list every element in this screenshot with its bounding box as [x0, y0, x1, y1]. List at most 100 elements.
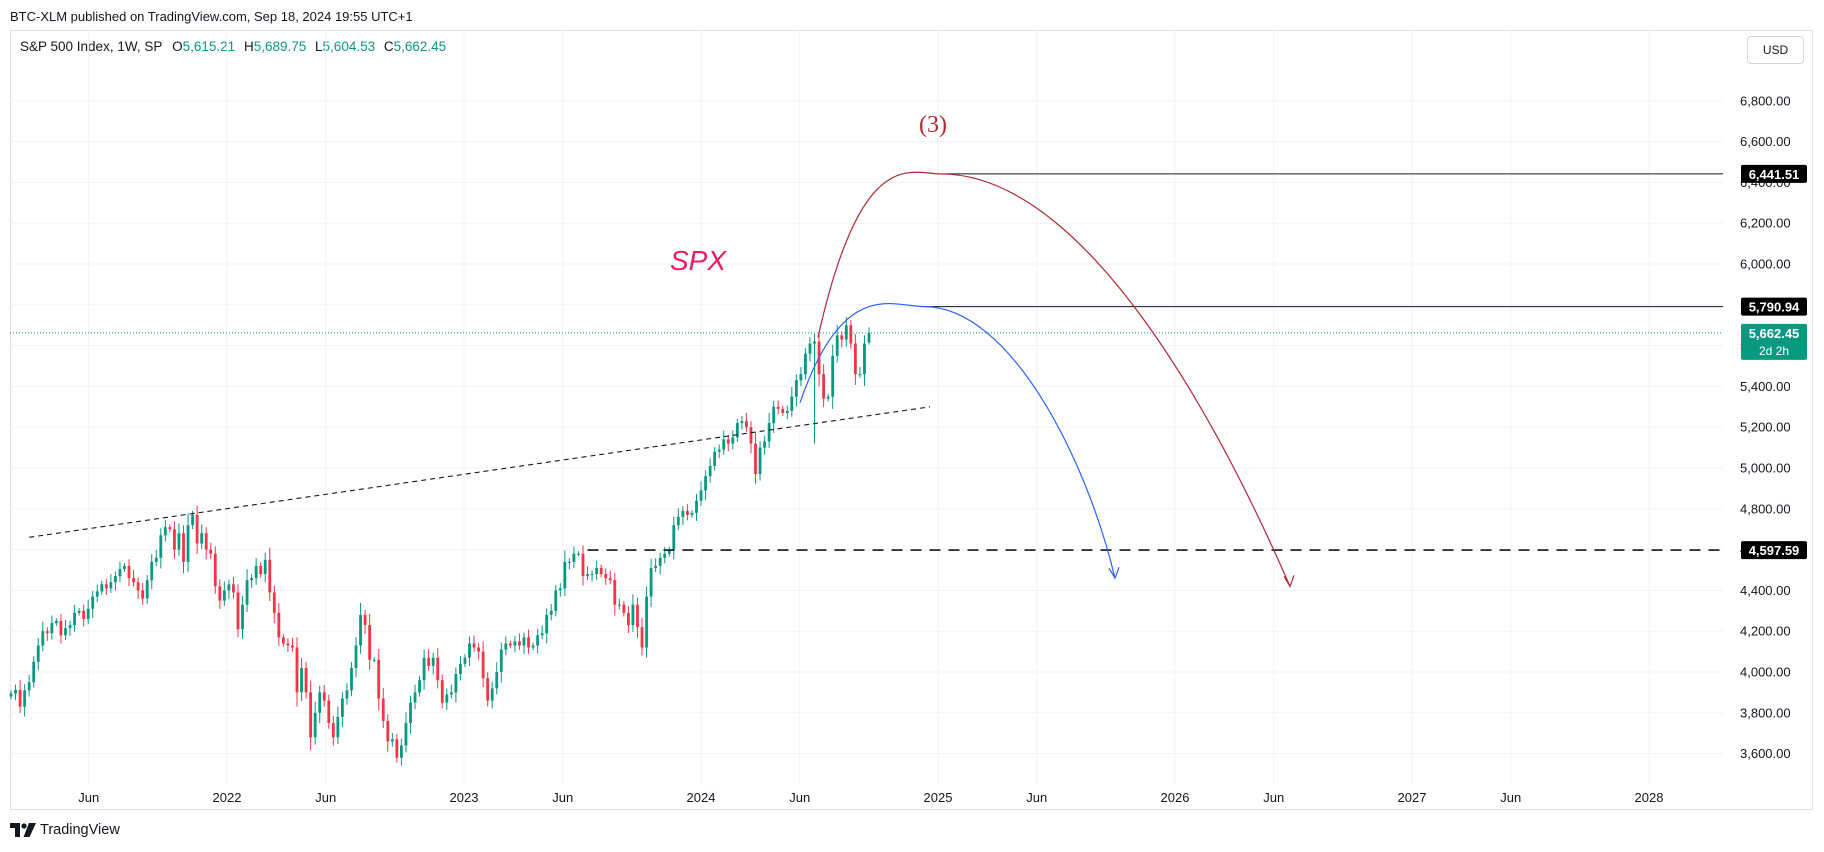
current-price-tag-label: 5,662.45 — [1749, 326, 1800, 341]
tradingview-logo-icon — [10, 823, 36, 837]
candle-body — [713, 451, 717, 466]
candle-body — [676, 516, 680, 526]
candle-body — [409, 702, 412, 723]
candle-body — [372, 659, 376, 661]
candle-body — [250, 578, 254, 581]
candle-body — [354, 645, 358, 668]
candle-body — [726, 439, 730, 444]
tradingview-brand[interactable]: TradingView — [10, 822, 120, 838]
price-tick-label: 6,800.00 — [1740, 93, 1791, 108]
candle-body — [554, 590, 558, 611]
close-value: 5,662.45 — [393, 39, 447, 54]
price-tick-label: 5,000.00 — [1740, 461, 1791, 476]
candle-body — [259, 565, 263, 575]
candle-body — [708, 465, 712, 477]
price-tick-label: 5,400.00 — [1740, 379, 1791, 394]
candle-body — [431, 657, 435, 666]
candle-body — [822, 374, 826, 399]
candle-body — [14, 689, 17, 694]
candle-body — [95, 591, 99, 597]
candle-body — [586, 574, 589, 577]
candle-body — [486, 678, 490, 701]
level-mid-tag-label: 5,790.94 — [1749, 300, 1800, 315]
candle-body — [804, 353, 807, 375]
candle-body — [513, 641, 517, 646]
candle-body — [844, 325, 848, 340]
candle-body — [459, 663, 462, 675]
candle-body — [173, 529, 176, 550]
candle-body — [18, 689, 22, 707]
time-tick-label: Jun — [315, 790, 336, 805]
candle-body — [390, 739, 394, 742]
candle-body — [359, 614, 362, 646]
candle-body — [127, 565, 131, 579]
time-tick-label: Jun — [1500, 790, 1521, 805]
price-tick-label: 3,800.00 — [1740, 705, 1791, 720]
time-tick-label: Jun — [1026, 790, 1047, 805]
candle-body — [100, 584, 104, 592]
candle-body — [445, 694, 449, 703]
candle-body — [477, 647, 480, 652]
price-tick-label: 3,600.00 — [1740, 746, 1791, 761]
candle-body — [826, 396, 830, 399]
wave-3-label[interactable]: (3) — [919, 112, 947, 138]
price-tick-label: 6,200.00 — [1740, 216, 1791, 231]
candle-body — [794, 380, 798, 397]
candle-body — [132, 578, 135, 583]
candle-body — [622, 604, 626, 613]
candle-body — [595, 567, 599, 575]
candle-body — [245, 580, 249, 605]
time-tick-label: 2025 — [924, 790, 953, 805]
candle-body — [754, 443, 757, 475]
candle-body — [109, 582, 113, 589]
candle-body — [604, 574, 608, 579]
candle-body — [740, 421, 744, 424]
candle-body — [531, 645, 535, 648]
level-support-tag-label: 4,597.59 — [1749, 543, 1800, 558]
candle-body — [799, 374, 803, 381]
time-tick-label: Jun — [552, 790, 573, 805]
level-high-tag-bg — [1741, 164, 1807, 183]
candle-body — [508, 643, 512, 646]
candle-body — [395, 739, 399, 758]
spx-label[interactable]: SPX — [670, 245, 727, 276]
candle-body — [518, 641, 521, 646]
candle-body — [631, 604, 635, 626]
candle-body — [200, 533, 204, 544]
candle-body — [749, 427, 753, 444]
time-tick-label: 2023 — [450, 790, 479, 805]
candle-body — [236, 592, 240, 630]
candle-body — [436, 657, 440, 681]
candle-body — [313, 712, 317, 738]
candle-body — [722, 439, 726, 450]
candle-body — [123, 565, 126, 569]
currency-button[interactable]: USD — [1747, 36, 1804, 64]
candle-body — [540, 633, 544, 636]
price-tick-label: 5,200.00 — [1740, 420, 1791, 435]
candle-body — [863, 343, 866, 375]
candle-body — [73, 612, 76, 626]
candle-body — [413, 692, 417, 703]
candles — [9, 316, 871, 766]
candle-body — [368, 625, 372, 660]
candle-body — [295, 647, 299, 693]
time-tick-label: 2022 — [213, 790, 242, 805]
candle-body — [690, 512, 694, 515]
candle-body — [472, 643, 476, 648]
candle-body — [785, 410, 789, 413]
symbol-name[interactable]: S&P 500 Index, 1W, SP — [20, 39, 163, 54]
candle-body — [440, 680, 444, 703]
candle-body — [758, 447, 762, 475]
brand-name: TradingView — [40, 822, 120, 838]
candle-body — [186, 525, 190, 562]
red-projection-arrowhead — [1283, 575, 1295, 588]
candle-body — [213, 553, 217, 587]
candle-body — [86, 608, 90, 619]
candle-body — [776, 406, 780, 409]
candle-body — [263, 559, 267, 575]
open-value: 5,615.21 — [182, 39, 236, 54]
candle-body — [427, 657, 431, 666]
price-tick-label: 4,200.00 — [1740, 624, 1791, 639]
chart-frame — [10, 30, 1813, 810]
